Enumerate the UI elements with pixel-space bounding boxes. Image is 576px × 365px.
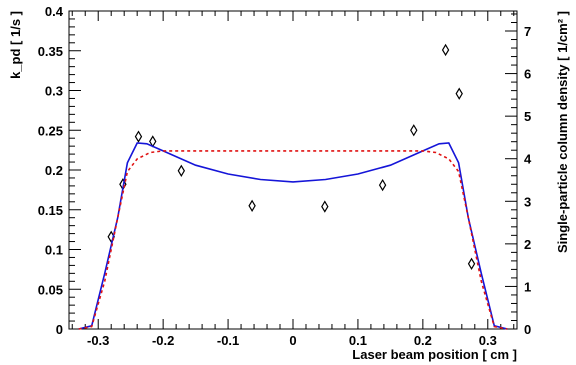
y-left-tick-label: 0.35 [38, 44, 63, 59]
x-tick-label: -0.3 [87, 333, 109, 348]
tick-marks [69, 10, 517, 330]
data-point [134, 130, 143, 143]
y-left-tick-label: 0.15 [38, 203, 63, 218]
y-right-tick-label: 0 [524, 322, 531, 337]
data-point [321, 200, 329, 213]
y-left-tick-labels: 0 0.05 0.1 0.15 0.2 0.25 0.3 0.35 0.4 [38, 4, 64, 337]
dashed-series-line [78, 150, 508, 330]
y-right-tick-label: 4 [524, 152, 532, 167]
x-tick-label: 0.1 [349, 333, 367, 348]
solid-series-line [78, 142, 508, 330]
y-left-tick-label: 0.1 [45, 243, 63, 258]
x-tick-label: -0.1 [217, 333, 239, 348]
data-point [410, 124, 418, 137]
x-axis-title: Laser beam position [ cm ] [352, 347, 517, 362]
data-point [177, 164, 186, 177]
y-right-tick-label: 2 [524, 237, 531, 252]
y-left-tick-label: 0.05 [38, 282, 63, 297]
y-right-tick-label: 5 [524, 109, 531, 124]
data-point [467, 257, 476, 270]
data-point [248, 199, 256, 212]
x-tick-label: 0.2 [414, 333, 432, 348]
data-point [455, 87, 463, 100]
data-point [441, 43, 450, 57]
y-left-tick-label: 0.2 [45, 163, 63, 178]
y-left-tick-label: 0.3 [45, 84, 63, 99]
y-left-tick-label: 0 [56, 322, 63, 337]
series-layer [78, 43, 508, 330]
y-right-tick-label: 6 [524, 67, 531, 82]
y-left-tick-label: 0.25 [38, 123, 63, 138]
y-left-tick-label: 0.4 [45, 4, 64, 19]
x-tick-label: -0.2 [152, 333, 174, 348]
x-tick-label: 0 [289, 333, 296, 348]
y-right-tick-label: 3 [524, 194, 531, 209]
data-point [378, 178, 387, 192]
y-right-axis-title: Single-particle column density [ 1/cm² ] [555, 11, 570, 253]
x-tick-labels: -0.3 -0.2 -0.1 0 0.1 0.2 0.3 [87, 333, 497, 348]
y-right-tick-labels: 0 1 2 3 4 5 6 7 [524, 24, 532, 337]
plot-frame [68, 10, 518, 330]
y-right-tick-label: 1 [524, 279, 531, 294]
y-left-axis-title: k_pd [ 1/s ] [8, 11, 23, 79]
x-tick-label: 0.3 [479, 333, 497, 348]
y-right-tick-label: 7 [524, 24, 531, 39]
